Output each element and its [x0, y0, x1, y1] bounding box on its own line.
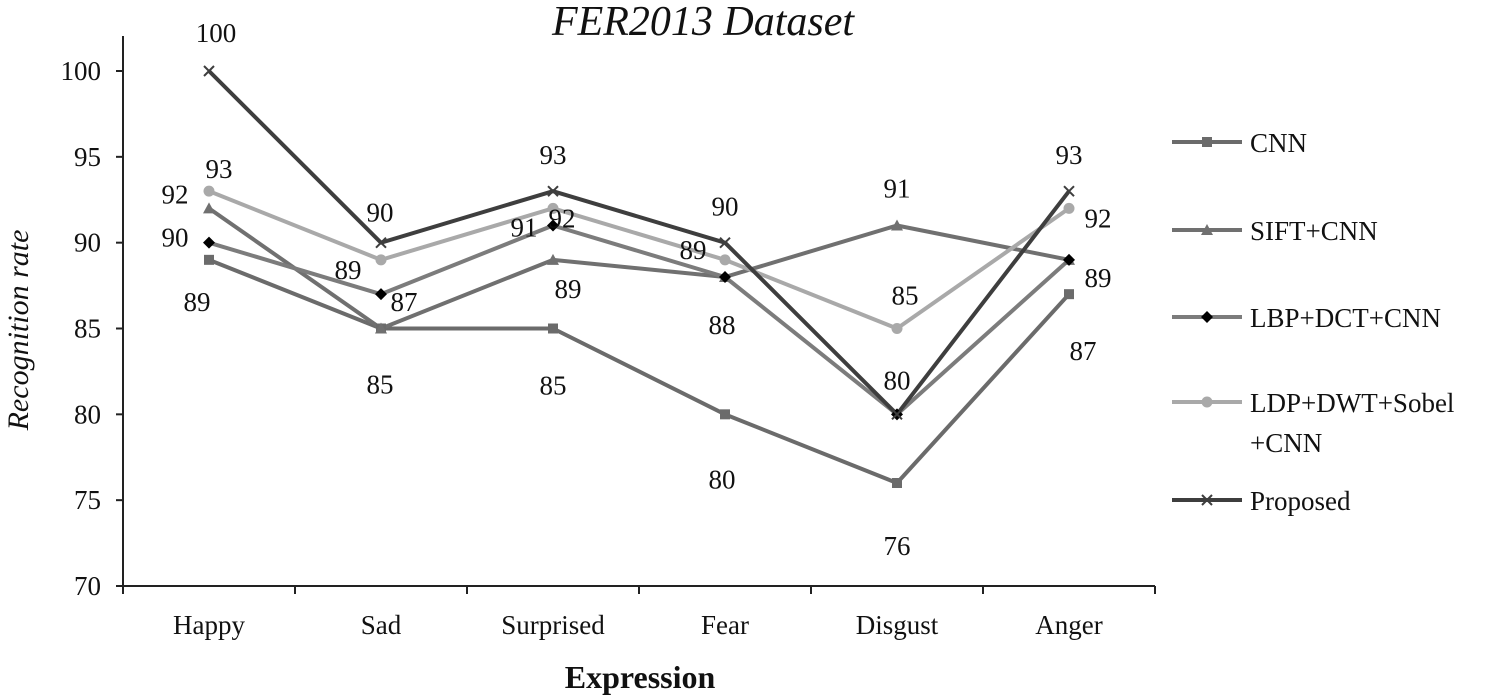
legend-label: LDP+DWT+Sobel: [1250, 388, 1454, 418]
data-label: 89: [680, 235, 707, 265]
triangle-marker: [203, 202, 215, 214]
data-label: 88: [709, 310, 736, 340]
x-marker: [547, 185, 559, 197]
square-marker: [204, 254, 214, 265]
circle-marker: [203, 185, 215, 197]
x-tick-label: Surprised: [501, 610, 605, 640]
data-label: 76: [884, 531, 911, 561]
data-label: 92: [549, 203, 576, 233]
diamond-marker: [547, 219, 559, 232]
series-line-proposed: [207, 69, 1071, 417]
data-label: 80: [709, 464, 736, 494]
series-line-sift-cnn: [207, 206, 1070, 331]
data-label: 93: [1056, 140, 1083, 170]
diamond-marker: [1063, 253, 1075, 266]
legend-label: CNN: [1250, 128, 1307, 158]
y-tick-label: 70: [74, 571, 101, 601]
triangle-marker: [891, 219, 903, 231]
x-tick-label: Fear: [701, 610, 749, 640]
x-tick-label: Anger: [1035, 610, 1102, 640]
circle-marker: [375, 254, 387, 266]
x-marker: [719, 236, 731, 249]
series-line-lbp-dct-cnn: [208, 223, 1071, 417]
x-tick-label: Disgust: [856, 610, 939, 640]
diamond-marker: [203, 236, 215, 249]
legend-label: Proposed: [1250, 486, 1351, 516]
x-marker: [1201, 494, 1213, 506]
circle-marker: [891, 323, 903, 334]
x-tick-label: Sad: [361, 610, 402, 640]
data-label: 91: [511, 213, 538, 243]
circle-marker: [1201, 396, 1213, 408]
data-label: 100: [196, 18, 237, 48]
triangle-marker: [1201, 224, 1213, 235]
x-marker: [375, 236, 387, 249]
data-label: 93: [540, 140, 567, 170]
square-marker: [720, 409, 730, 420]
data-label: 90: [162, 223, 189, 253]
y-tick-label: 85: [74, 314, 101, 344]
square-marker: [892, 478, 902, 488]
y-tick-label: 90: [74, 228, 101, 258]
x-marker: [203, 65, 215, 77]
legend-label: LBP+DCT+CNN: [1250, 303, 1441, 333]
triangle-marker: [547, 253, 559, 265]
diamond-marker: [1201, 311, 1213, 323]
data-label: 89: [555, 274, 582, 304]
x-marker: [891, 408, 903, 421]
series-line-ldp-dwt-sobel-cnn: [208, 189, 1071, 331]
y-tick-label: 95: [74, 142, 101, 172]
data-label: 89: [335, 255, 362, 285]
square-marker: [1064, 289, 1074, 300]
data-label: 89: [1085, 263, 1112, 293]
data-label: 92: [162, 179, 189, 209]
legend-label: +CNN: [1250, 428, 1322, 458]
x-marker: [1063, 185, 1075, 197]
chart-title: FER2013 Dataset: [551, 0, 855, 45]
y-tick-label: 100: [61, 56, 102, 86]
data-label: 85: [540, 371, 567, 401]
data-label: 80: [884, 365, 911, 395]
x-tick-label: Happy: [173, 610, 245, 640]
y-tick-label: 75: [74, 485, 101, 515]
x-axis-label: Expression: [565, 659, 716, 695]
y-axis-label: Recognition rate: [2, 230, 35, 432]
data-label: 85: [892, 281, 919, 311]
legend-label: SIFT+CNN: [1250, 216, 1378, 246]
data-label: 90: [367, 198, 394, 228]
diamond-marker: [375, 288, 387, 301]
y-tick-label: 80: [74, 399, 101, 429]
data-label: 91: [884, 174, 911, 204]
series-line-cnn: [208, 257, 1071, 485]
triangle-marker: [375, 322, 387, 334]
data-label: 85: [367, 370, 394, 400]
circle-marker: [1063, 202, 1075, 214]
data-label: 90: [712, 192, 739, 222]
circle-marker: [719, 254, 731, 266]
data-label: 87: [391, 287, 418, 317]
circle-marker: [547, 202, 559, 214]
square-marker: [1202, 137, 1212, 147]
data-label: 92: [1085, 203, 1112, 233]
square-marker: [548, 323, 558, 334]
data-label: 89: [184, 287, 211, 317]
data-label: 87: [1070, 336, 1097, 366]
data-label: 93: [206, 154, 233, 184]
diamond-marker: [719, 271, 731, 283]
